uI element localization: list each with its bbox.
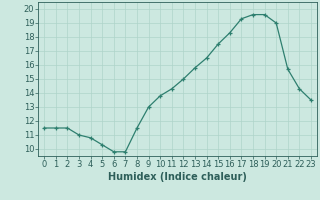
X-axis label: Humidex (Indice chaleur): Humidex (Indice chaleur) (108, 172, 247, 182)
